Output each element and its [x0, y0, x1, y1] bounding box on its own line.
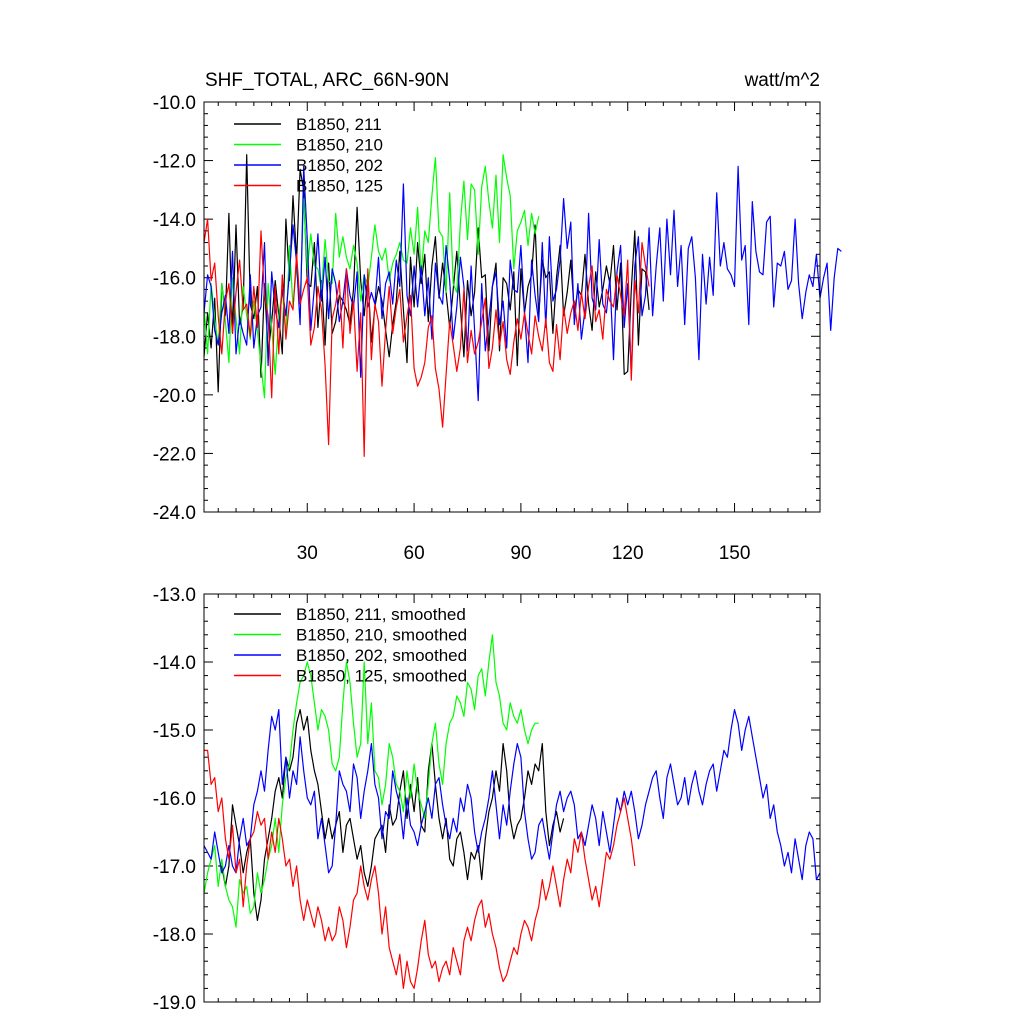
top-panel: SHF_TOTAL, ARC_66N-90N watt/m^2 -10.0 -12… — [153, 70, 842, 564]
bottom-panel: -13.0 -14.0 -15.0 -16.0 -17.0 -18.0 -19.0 B185… — [153, 585, 821, 1014]
y-tick-label: -19.0 — [153, 993, 196, 1014]
y-tick-label: -14.0 — [153, 210, 196, 231]
y-tick-label: -18.0 — [153, 327, 196, 348]
y-tick-label: -13.0 — [153, 585, 196, 606]
series-line — [218, 708, 565, 922]
y-tick-label: -24.0 — [153, 503, 196, 524]
series-line — [203, 154, 650, 393]
x-tick-label: 120 — [612, 543, 644, 564]
legend-label: B1850, 210 — [296, 136, 383, 155]
series-line — [203, 165, 842, 402]
y-tick-label: -20.0 — [153, 386, 196, 407]
x-tick-label: 60 — [404, 543, 425, 564]
x-tick-label: 30 — [297, 543, 318, 564]
top-panel-x-tick-labels: 30 60 90 120 150 — [297, 543, 751, 564]
top-panel-title: SHF_TOTAL, ARC_66N-90N — [205, 70, 449, 91]
bottom-panel-y-tick-labels: -13.0 -14.0 -15.0 -16.0 -17.0 -18.0 -19.0 — [153, 585, 196, 1014]
top-panel-ticks — [204, 101, 820, 513]
top-panel-series — [203, 154, 842, 457]
y-tick-label: -17.0 — [153, 857, 196, 878]
y-tick-label: -10.0 — [153, 93, 196, 114]
x-tick-label: 150 — [719, 543, 751, 564]
top-panel-y-tick-labels: -10.0 -12.0 -14.0 -16.0 -18.0 -20.0 -22.0 -24.0 — [153, 93, 196, 524]
bottom-panel-ticks — [204, 593, 820, 1003]
legend-label: B1850, 125 — [296, 177, 383, 196]
top-panel-units: watt/m^2 — [744, 70, 820, 91]
series-line — [203, 634, 539, 928]
legend-label: B1850, 210, smoothed — [296, 626, 467, 645]
y-tick-label: -22.0 — [153, 444, 196, 465]
legend-label: B1850, 211 — [296, 115, 382, 134]
series-line — [203, 218, 650, 457]
y-tick-label: -12.0 — [153, 152, 196, 173]
legend-label: B1850, 125, smoothed — [296, 667, 467, 686]
bottom-panel-series — [203, 634, 821, 990]
bottom-panel-frame — [203, 593, 821, 1003]
y-tick-label: -16.0 — [153, 789, 196, 810]
y-tick-label: -18.0 — [153, 925, 196, 946]
y-tick-label: -16.0 — [153, 269, 196, 290]
legend-label: B1850, 211, smoothed — [296, 605, 466, 624]
series-line — [203, 154, 540, 399]
bottom-panel-legend: B1850, 211, smoothed B1850, 210, smoothed… — [234, 605, 467, 686]
series-line — [203, 708, 821, 881]
legend-label: B1850, 202, smoothed — [296, 646, 467, 665]
top-panel-frame — [203, 101, 821, 513]
y-tick-label: -15.0 — [153, 721, 196, 742]
y-tick-label: -14.0 — [153, 653, 196, 674]
series-line — [204, 749, 636, 990]
x-tick-label: 90 — [510, 543, 531, 564]
legend-label: B1850, 202 — [296, 156, 383, 175]
